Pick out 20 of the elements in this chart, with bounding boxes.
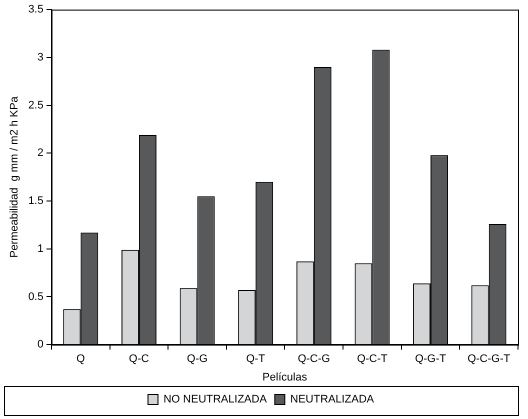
x-tick-label: Q-C-G	[298, 353, 330, 366]
x-tick-label: Q-C-G-T	[467, 353, 511, 366]
y-tick-label: 0	[37, 338, 44, 351]
x-axis-title: Películas	[262, 371, 308, 384]
y-tick-label: 2.5	[28, 99, 44, 112]
x-tick-label: Q	[76, 353, 86, 366]
legend-label: NEUTRALIZADA	[290, 394, 375, 406]
x-tick-label: Q-C-T	[356, 353, 388, 366]
y-tick-label: 3	[37, 51, 44, 64]
y-tick-label: 0.5	[28, 290, 44, 303]
y-tick-label: 1	[37, 242, 44, 255]
y-tick-label: 2	[37, 147, 44, 160]
y-tick-label: 3.5	[28, 4, 44, 16]
x-tick-label: Q-G	[186, 353, 208, 366]
legend-label: NO NEUTRALIZADA	[163, 394, 268, 406]
y-axis-title: Permeabilidad g mm / m2 h KPa	[8, 96, 21, 258]
x-tick-label: Q-G-T	[414, 353, 446, 366]
x-tick-label: Q-C	[128, 353, 150, 366]
y-tick-label: 1.5	[28, 195, 44, 208]
x-tick-label: Q-T	[246, 353, 266, 366]
